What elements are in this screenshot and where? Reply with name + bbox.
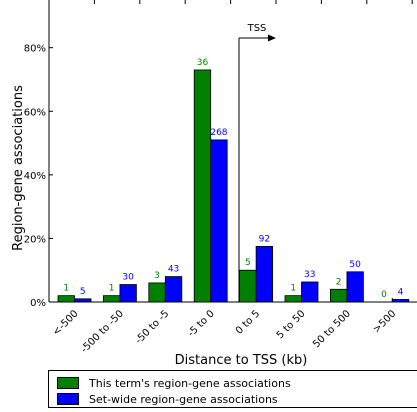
count-label-this-term: 1: [290, 284, 296, 294]
count-label-this-term: 5: [245, 258, 251, 268]
y-tick-label: 0%: [30, 298, 46, 309]
plot-area: 0% 20% 40% 60% 80% 1 5 <-500 1 30 -500 to -50 3 43 -5…: [24, 0, 417, 355]
legend-item-set-wide: Set-wide region-gene associations: [57, 391, 278, 407]
x-tick-label: -5 to 0: [186, 308, 217, 339]
count-label-set-wide: 268: [210, 128, 227, 138]
bar-set-wide: [255, 245, 274, 303]
count-label-this-term: 1: [63, 284, 69, 294]
bar-set-wide: [346, 271, 364, 303]
x-tick-label: 5 to 50: [275, 308, 308, 341]
count-label-this-term: 3: [154, 271, 160, 281]
legend-label-set-wide: Set-wide region-gene associations: [89, 392, 278, 406]
x-tick-label: 0 to 5: [234, 308, 262, 336]
bar-this-term: [103, 295, 121, 303]
count-label-this-term: 1: [109, 284, 115, 294]
count-label-set-wide: 92: [259, 234, 270, 244]
bar-set-wide: [74, 298, 92, 303]
bar-set-wide: [164, 276, 183, 303]
legend-label-this-term: This term's region-gene associations: [89, 376, 291, 390]
bar-this-term: [284, 295, 302, 303]
y-tick-label: 40%: [24, 171, 46, 182]
count-label-set-wide: 5: [80, 287, 86, 297]
bar-set-wide: [301, 281, 319, 303]
bar-this-term: [148, 282, 166, 303]
y-tick-label: 60%: [24, 107, 46, 118]
y-axis-label: Region-gene associations: [11, 85, 26, 251]
count-label-set-wide: 33: [304, 270, 315, 280]
x-tick-label: >500: [371, 308, 398, 335]
bar-this-term: [329, 288, 348, 303]
count-label-set-wide: 4: [398, 287, 404, 297]
bar-set-wide: [119, 284, 137, 303]
count-label-this-term: 36: [197, 58, 209, 68]
count-label-set-wide: 50: [349, 260, 361, 270]
count-label-this-term: 2: [336, 277, 342, 287]
count-label-set-wide: 43: [168, 265, 179, 275]
legend-item-this-term: This term's region-gene associations: [57, 375, 291, 391]
x-axis-label: Distance to TSS (kb): [175, 353, 308, 368]
bar-set-wide: [391, 299, 410, 303]
x-tick-label: <-500: [51, 308, 81, 338]
legend: This term's region-gene associations Set…: [48, 370, 417, 408]
y-tick-label: 80%: [24, 44, 46, 55]
bar-set-wide: [210, 139, 228, 303]
x-tick-label: -500 to -50: [79, 308, 126, 355]
bar-this-term: [193, 69, 212, 303]
legend-swatch-blue: [57, 393, 79, 405]
x-tick-label: -50 to -5: [133, 308, 171, 346]
x-tick-label: 50 to 500: [311, 308, 353, 350]
tss-arrow-head: [268, 34, 276, 42]
bar-this-term: [239, 269, 257, 303]
count-label-this-term: 0: [381, 290, 387, 300]
bar-this-term: [57, 295, 75, 303]
count-label-set-wide: 30: [122, 273, 134, 283]
y-tick-label: 20%: [24, 234, 46, 245]
legend-swatch-green: [57, 377, 79, 389]
tss-annotation: TSS: [247, 23, 267, 34]
